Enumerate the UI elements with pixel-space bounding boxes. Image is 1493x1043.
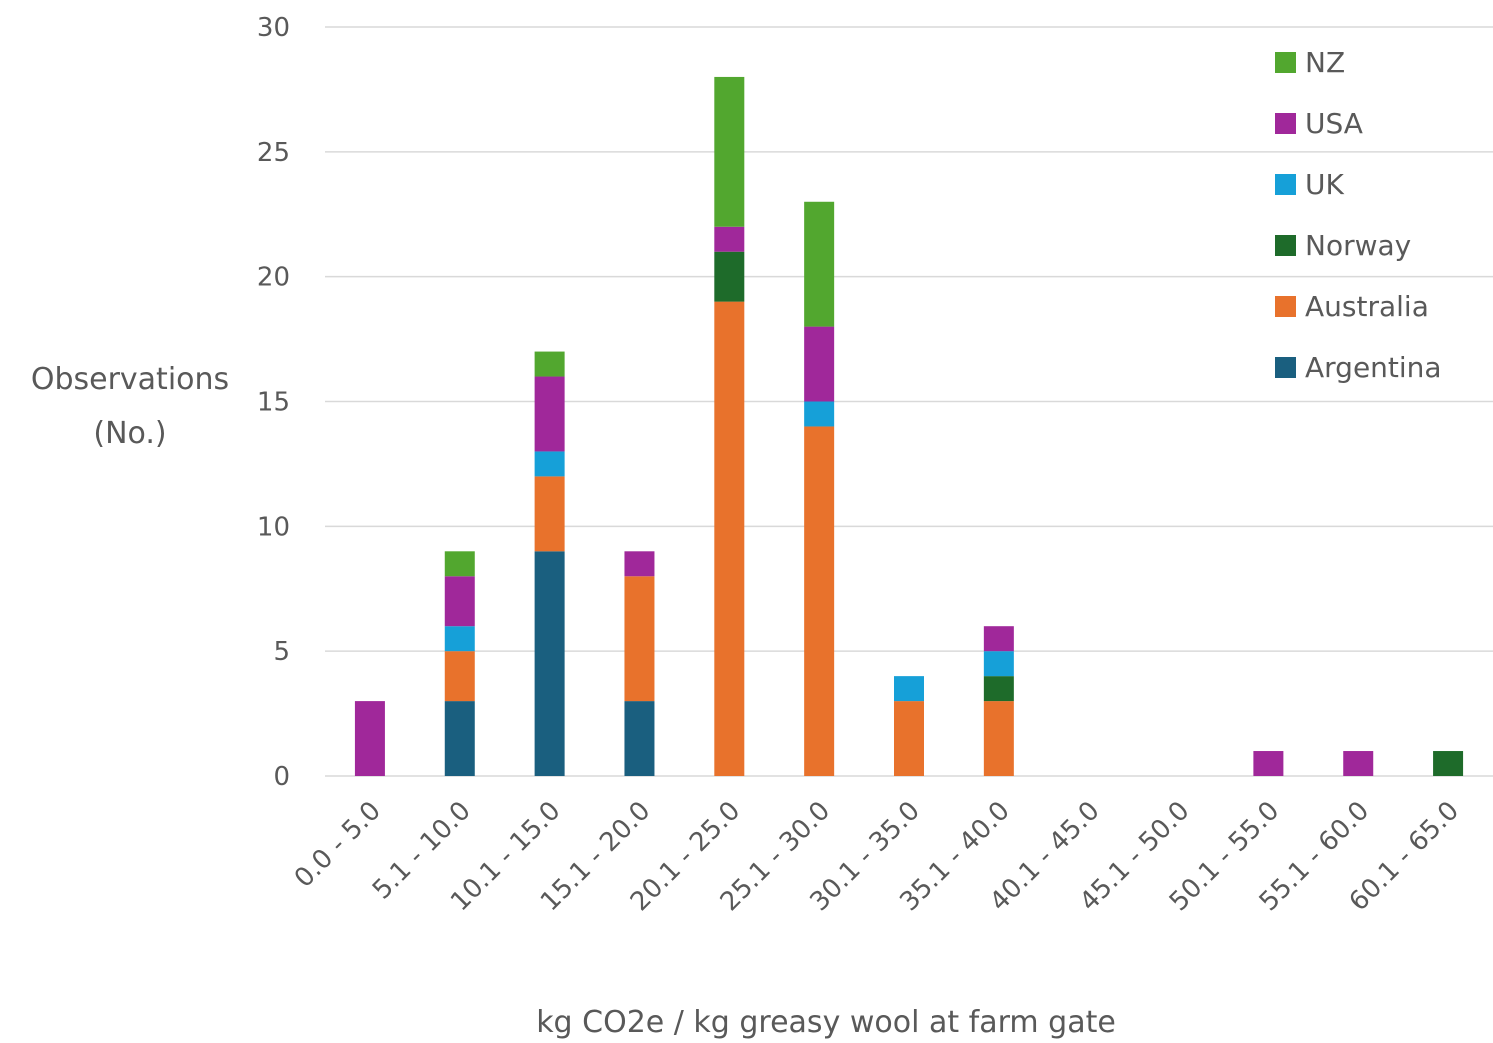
bar-segment-australia xyxy=(983,701,1014,776)
bar-segment-norway xyxy=(714,251,745,302)
y-tick-label: 25 xyxy=(257,138,290,168)
bar-segment-nz xyxy=(534,351,565,377)
bar-segment-australia xyxy=(714,301,745,776)
bar-segment-australia xyxy=(804,426,835,776)
bar-segment-australia xyxy=(624,576,655,702)
y-tick-label: 5 xyxy=(273,637,290,667)
legend-swatch-argentina xyxy=(1275,357,1296,378)
y-axis-ticks: 0 5 10 15 20 25 30 xyxy=(257,13,290,792)
legend-swatch-uk xyxy=(1275,174,1296,195)
bar-segment-usa xyxy=(714,226,745,252)
x-axis-title: kg CO2e / kg greasy wool at farm gate xyxy=(536,1005,1116,1040)
bar-segment-usa xyxy=(983,626,1014,652)
x-axis-ticks: 0.0 - 5.05.1 - 10.010.1 - 15.015.1 - 20.… xyxy=(289,796,1465,917)
legend-swatch-australia xyxy=(1275,296,1296,317)
legend-label-uk: UK xyxy=(1305,168,1344,201)
bar-segment-uk xyxy=(983,651,1014,677)
legend-swatch-usa xyxy=(1275,113,1296,134)
bar-segment-uk xyxy=(534,451,565,477)
bar-segment-nz xyxy=(714,76,745,227)
legend-label-nz: NZ xyxy=(1305,46,1345,79)
legend-label-norway: Norway xyxy=(1305,229,1411,262)
bar-segment-nz xyxy=(804,201,835,327)
bar-segment-argentina xyxy=(624,701,655,776)
legend-label-usa: USA xyxy=(1305,107,1363,140)
legend: NZ USA UK Norway Australia Argentina xyxy=(1275,46,1442,384)
legend-label-australia: Australia xyxy=(1305,290,1429,323)
bars xyxy=(354,76,1464,776)
y-tick-label: 0 xyxy=(273,762,290,792)
bar-segment-nz xyxy=(444,551,475,577)
legend-swatch-norway xyxy=(1275,235,1296,256)
legend-swatch-nz xyxy=(1275,52,1296,73)
bar-segment-argentina xyxy=(534,551,565,776)
bar-segment-uk xyxy=(804,401,835,427)
gridlines xyxy=(325,26,1493,777)
bar-segment-norway xyxy=(983,676,1014,702)
bar-segment-australia xyxy=(894,701,924,776)
y-axis-title-line-1: Observations xyxy=(31,362,229,397)
bar-segment-usa xyxy=(534,376,565,452)
y-axis-title-line-2: (No.) xyxy=(93,416,166,451)
bar-segment-australia xyxy=(444,651,475,702)
y-tick-label: 20 xyxy=(257,263,290,293)
bar-segment-usa xyxy=(444,576,475,627)
y-tick-label: 10 xyxy=(257,512,290,542)
bar-segment-usa xyxy=(1343,751,1374,776)
bar-segment-argentina xyxy=(444,701,475,776)
y-tick-label: 15 xyxy=(257,388,290,418)
bar-segment-norway xyxy=(1433,751,1464,776)
bar-segment-usa xyxy=(1253,751,1284,776)
bar-segment-uk xyxy=(894,676,924,702)
bar-segment-usa xyxy=(354,701,385,776)
legend-label-argentina: Argentina xyxy=(1305,351,1442,384)
bar-segment-usa xyxy=(804,326,835,402)
bar-segment-uk xyxy=(444,626,475,652)
bar-segment-usa xyxy=(624,551,655,577)
bar-segment-australia xyxy=(534,476,565,552)
y-tick-label: 30 xyxy=(257,13,290,43)
